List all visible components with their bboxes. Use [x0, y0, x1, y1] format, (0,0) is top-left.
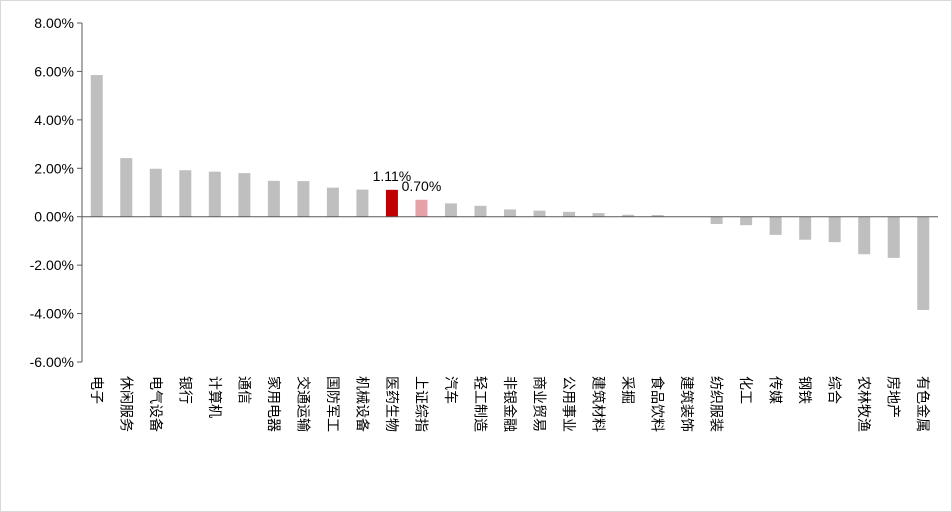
x-tick-label: 综合 — [826, 376, 842, 404]
data-labels: 1.11%0.70% — [373, 168, 442, 194]
data-label: 0.70% — [402, 178, 442, 194]
y-axis: -6.00% -4.00% -2.00% 0.00% 2.00% 4.00% 6.00% 8.… — [30, 15, 83, 370]
x-tick-label: 商业贸易 — [531, 376, 547, 432]
x-tick-label: 钢铁 — [796, 376, 812, 404]
bar — [533, 210, 546, 217]
bar — [592, 213, 605, 217]
x-tick-label: 银行 — [176, 376, 192, 404]
x-tick-label: 纺织服装 — [708, 376, 724, 432]
y-tick-label: 6.00% — [34, 63, 74, 79]
bar — [740, 216, 753, 226]
bar — [887, 216, 900, 258]
x-tick-label: 房地产 — [885, 376, 901, 418]
bar — [238, 173, 251, 217]
bar — [385, 189, 398, 217]
bar — [179, 170, 192, 217]
bar — [828, 216, 841, 243]
x-tick-label: 医药生物 — [383, 376, 399, 432]
x-tick-label: 计算机 — [206, 376, 222, 418]
x-tick-label: 家用电器 — [265, 376, 282, 432]
y-tick-label: 8.00% — [34, 15, 74, 31]
x-tick-label: 非银金融 — [501, 376, 517, 432]
x-tick-label: 休闲服务 — [117, 376, 133, 432]
x-tick-label: 上证综指 — [412, 376, 428, 432]
x-tick-label: 建筑材料 — [590, 376, 606, 432]
x-tick-label: 公用事业 — [560, 376, 576, 432]
data-label: 1.11% — [373, 168, 412, 184]
bar — [444, 203, 457, 217]
x-tick-label: 采掘 — [619, 376, 635, 404]
x-tick-label: 通信 — [235, 376, 251, 404]
bar — [208, 171, 221, 217]
x-tick-label: 机械设备 — [353, 376, 370, 432]
bar — [326, 187, 339, 217]
x-tick-label: 交通运输 — [294, 376, 311, 432]
bar — [504, 209, 516, 217]
bar — [799, 216, 812, 240]
x-tick-label: 汽车 — [442, 376, 459, 404]
bar — [415, 199, 428, 217]
x-tick-label: 食品饮料 — [649, 376, 666, 432]
x-tick-label: 化工 — [737, 376, 753, 404]
x-tick-label: 国防军工 — [324, 376, 340, 432]
bar — [563, 211, 576, 217]
x-axis: 电子 休闲服务 电气设备 银行 计算机 通信 家用电器 交通运输 国防军工 机械设备 医药生物 上证综… — [82, 216, 938, 432]
bar — [90, 75, 103, 217]
x-tick-label: 建筑装饰 — [678, 376, 694, 432]
bar — [858, 216, 871, 255]
bar — [710, 216, 723, 224]
x-tick-label: 电子 — [88, 376, 104, 404]
x-tick-label: 轻工制造 — [471, 376, 487, 432]
x-tick-label: 农林牧渔 — [855, 376, 871, 432]
x-tick-label: 有色金属 — [914, 376, 931, 432]
x-tick-label: 传媒 — [767, 376, 783, 404]
y-tick-label: 2.00% — [34, 160, 74, 176]
bar — [651, 215, 664, 217]
y-tick-label: -6.00% — [30, 354, 74, 370]
bars — [90, 75, 930, 310]
y-tick-label: -2.00% — [30, 257, 74, 273]
bar — [622, 214, 635, 217]
y-tick-label: -4.00% — [30, 306, 74, 322]
bar — [120, 158, 133, 217]
x-tick-label: 电气设备 — [147, 376, 164, 432]
bar — [297, 181, 310, 217]
bar — [149, 168, 162, 217]
bar — [769, 216, 782, 235]
y-tick-label: 4.00% — [34, 112, 74, 128]
bar — [917, 216, 930, 310]
y-tick-label: 0.00% — [34, 209, 74, 225]
bar — [474, 205, 487, 217]
bar — [267, 180, 280, 217]
bar — [356, 189, 369, 217]
